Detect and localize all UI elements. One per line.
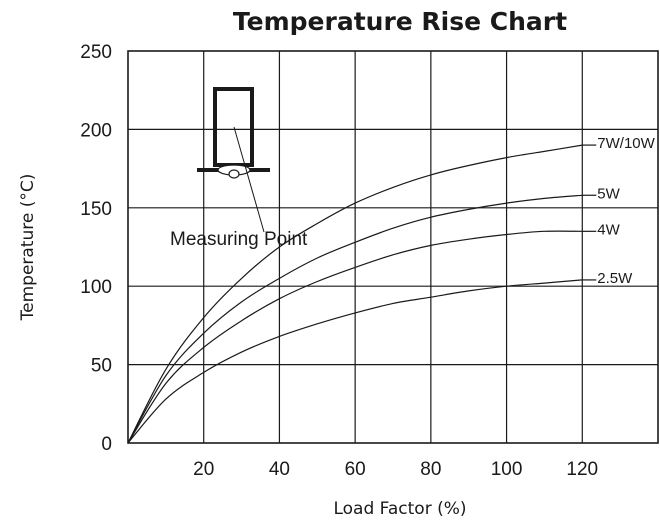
series-labels: 7W/10W 5W 4W 2.5W bbox=[597, 135, 655, 287]
series-line bbox=[127, 144, 583, 444]
x-tick-label: 100 bbox=[491, 459, 523, 480]
x-tick-label: 40 bbox=[269, 459, 290, 480]
series-label: 7W/10W bbox=[597, 135, 655, 152]
x-axis-label: Load Factor (%) bbox=[333, 499, 466, 519]
series-line bbox=[127, 194, 583, 444]
resistor-diagram bbox=[197, 87, 270, 233]
y-tick-label: 200 bbox=[80, 120, 112, 141]
x-tick-label: 20 bbox=[193, 459, 214, 480]
y-tick-labels: 0 50 100 150 200 250 bbox=[80, 42, 112, 455]
y-tick-label: 100 bbox=[80, 277, 112, 298]
measuring-point-dot bbox=[228, 169, 240, 179]
series-label: 2.5W bbox=[597, 270, 633, 287]
chart-title: Temperature Rise Chart bbox=[233, 7, 567, 36]
series-line bbox=[127, 230, 583, 444]
y-axis-label: Temperature (°C) bbox=[18, 174, 38, 322]
resistor-body bbox=[213, 87, 254, 167]
series-label: 5W bbox=[597, 185, 620, 202]
x-tick-label: 60 bbox=[345, 459, 366, 480]
series-label: 4W bbox=[597, 221, 620, 238]
y-tick-label: 50 bbox=[91, 356, 112, 377]
x-tick-labels: 20 40 60 80 100 120 bbox=[193, 459, 598, 480]
measuring-point-leader bbox=[233, 126, 265, 233]
x-tick-label: 120 bbox=[566, 459, 598, 480]
y-tick-label: 0 bbox=[101, 434, 112, 455]
measuring-point-label: Measuring Point bbox=[170, 229, 308, 250]
series-curves bbox=[127, 144, 597, 444]
y-tick-label: 150 bbox=[80, 199, 112, 220]
plot-frame bbox=[127, 50, 659, 444]
series-line bbox=[127, 279, 583, 444]
y-tick-label: 250 bbox=[80, 42, 112, 63]
x-tick-label: 80 bbox=[420, 459, 441, 480]
